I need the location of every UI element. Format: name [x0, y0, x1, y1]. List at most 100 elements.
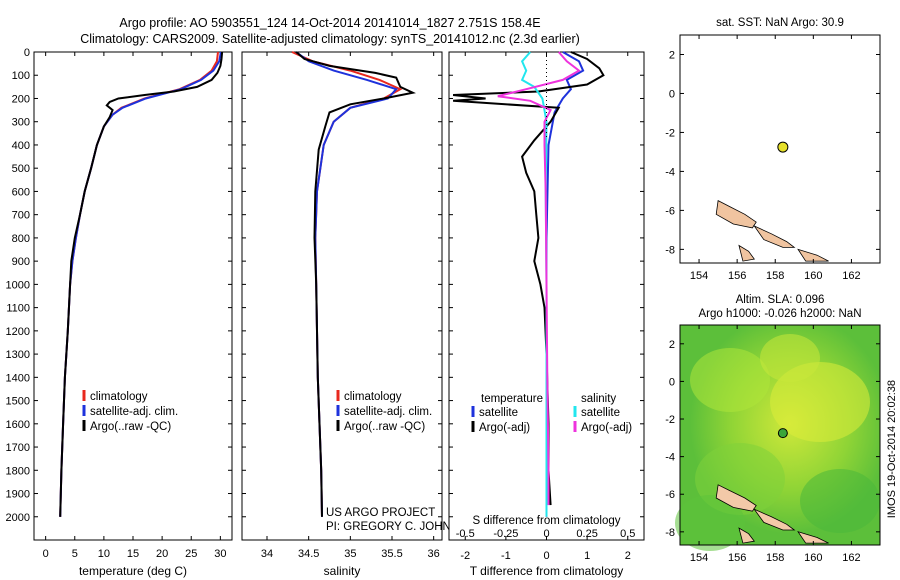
x-tick-label: 0 — [43, 548, 49, 560]
legend-title-salinity: salinity — [581, 393, 616, 405]
s-tick-label: -0.5 — [456, 528, 475, 540]
island-1 — [753, 508, 796, 531]
y-tick-label: 2 — [669, 49, 675, 61]
y-tick-label: 1100 — [6, 303, 30, 315]
sla-blob — [760, 334, 820, 382]
x-tick-label: 154 — [690, 270, 708, 282]
y-tick-label: 500 — [12, 163, 30, 175]
island-2 — [797, 531, 829, 544]
sla-blob — [800, 469, 880, 533]
x-tick-label: 35.5 — [381, 548, 402, 560]
y-tick-label: -6 — [665, 489, 675, 501]
timestamp-label: IMOS 19-Oct-2014 20:02:38 — [886, 380, 898, 519]
x-tick-label: 162 — [842, 552, 860, 564]
y-tick-label: 700 — [12, 210, 30, 222]
x-tick-label: -1 — [501, 550, 511, 562]
x-tick-label: 1 — [584, 550, 590, 562]
sla-blob — [690, 348, 770, 412]
y-tick-label: -8 — [665, 527, 675, 539]
x-tick-label: 34.5 — [298, 548, 319, 560]
x-tick-label: 2 — [625, 550, 631, 562]
x-tick-label: 30 — [214, 548, 226, 560]
title-line-2: Climatology: CARS2009. Satellite-adjuste… — [80, 32, 580, 46]
y-tick-label: -2 — [665, 414, 675, 426]
y-tick-label: 100 — [12, 70, 30, 82]
series-temperature-argo-adj- — [452, 51, 605, 506]
legend-label: satellite — [581, 407, 620, 419]
y-tick-label: 900 — [12, 256, 30, 268]
y-tick-label: 1000 — [6, 279, 30, 291]
legend-label: Argo(-adj) — [581, 422, 632, 434]
x-axis-label: salinity — [324, 564, 361, 578]
island-3 — [738, 527, 756, 544]
sst-map-panel: 154 156 158 160 162 2 0 -2 -4 -6 -8 sat. SST: NaN A… — [665, 17, 881, 282]
x-tick-label: 160 — [804, 270, 822, 282]
sla-map-title-1: Altim. SLA: 0.096 — [736, 294, 825, 306]
sst-map-title: sat. SST: NaN Argo: 30.9 — [716, 17, 844, 29]
series-argo-raw-qc- — [59, 51, 224, 517]
y-tick-label: -4 — [665, 166, 675, 178]
salinity-axes-box — [241, 51, 443, 541]
y-tick-label: 2000 — [6, 512, 30, 524]
series-argo-raw-qc- — [295, 51, 416, 517]
series-temperature-satellite — [545, 51, 585, 517]
y-tick-label: 600 — [12, 186, 30, 198]
island-3 — [738, 244, 756, 262]
difference-panel: -2 -1 0 1 2 -0.5 -0.25 0 0.25 0.5S difference fro… — [448, 51, 645, 578]
y-tick-label: 0 — [669, 88, 675, 100]
y-tick-label: 1900 — [6, 489, 30, 501]
annotation-project: US ARGO PROJECT — [326, 507, 435, 519]
temperature-panel: 0100200300400500600700800900100011001200… — [6, 47, 233, 578]
y-tick-label: -4 — [665, 452, 675, 464]
sla-map-frame — [679, 324, 881, 546]
t-axis-label: T difference from climatology — [470, 564, 624, 578]
y-tick-label: 300 — [12, 117, 30, 129]
s-axis-label: S difference from climatology — [472, 515, 620, 527]
legend-label: climatology — [90, 391, 148, 403]
island-0 — [715, 484, 757, 512]
y-tick-label: -6 — [665, 205, 675, 217]
legend-label: Argo(-adj) — [479, 422, 530, 434]
legend-label: satellite — [479, 407, 518, 419]
x-tick-label: 15 — [127, 548, 139, 560]
x-tick-label: 156 — [728, 552, 746, 564]
annotation-pi: PI: GREGORY C. JOHNSON — [326, 521, 476, 533]
temperature-axes-box — [33, 51, 233, 541]
s-tick-label: -0.25 — [493, 528, 518, 540]
argo-location-marker — [777, 428, 788, 439]
x-tick-label: 154 — [690, 552, 708, 564]
s-tick-label: 0.5 — [620, 528, 635, 540]
y-tick-label: 1800 — [6, 465, 30, 477]
x-tick-label: 10 — [98, 548, 110, 560]
x-tick-label: 162 — [842, 270, 860, 282]
island-2 — [797, 248, 829, 262]
legend-title-temperature: temperature — [481, 393, 543, 405]
title-line-1: Argo profile: AO 5903551_124 14-Oct-2014… — [119, 16, 540, 30]
y-tick-label: 0 — [24, 47, 30, 59]
x-tick-label: 5 — [72, 548, 78, 560]
y-tick-label: 1300 — [6, 349, 30, 361]
y-tick-label: 800 — [12, 233, 30, 245]
sla-map-panel: 154 156 158 160 162 2 0 -2 -4 -6 -8 Altim. SLA: 0.0… — [665, 294, 881, 564]
y-tick-label: -2 — [665, 127, 675, 139]
y-tick-label: 1600 — [6, 419, 30, 431]
x-tick-label: 158 — [766, 552, 784, 564]
y-tick-label: 0 — [669, 376, 675, 388]
x-tick-label: 34 — [261, 548, 273, 560]
s-tick-label: 0.25 — [576, 528, 597, 540]
x-tick-label: 0 — [543, 550, 549, 562]
y-tick-label: 1700 — [6, 442, 30, 454]
sla-blob — [675, 495, 745, 551]
argo-location-marker — [777, 141, 789, 153]
x-tick-label: -2 — [460, 550, 470, 562]
y-tick-label: 1500 — [6, 396, 30, 408]
legend-label: satellite-adj. clim. — [90, 406, 178, 418]
y-tick-label: 400 — [12, 140, 30, 152]
series-salinity-argo-adj- — [497, 51, 581, 506]
sla-map-title-2: Argo h1000: -0.026 h2000: NaN — [698, 308, 861, 320]
y-tick-label: 2 — [669, 339, 675, 351]
x-axis-label: temperature (deg C) — [79, 564, 187, 578]
y-tick-label: 1400 — [6, 372, 30, 384]
y-tick-label: -8 — [665, 244, 675, 256]
x-tick-label: 158 — [766, 270, 784, 282]
